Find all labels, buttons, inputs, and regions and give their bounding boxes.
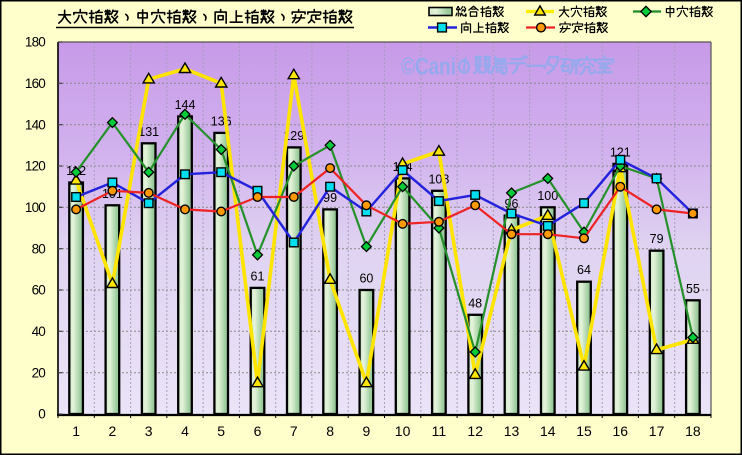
svg-text:10: 10 — [395, 423, 411, 439]
svg-text:11: 11 — [432, 423, 447, 439]
svg-text:6: 6 — [254, 423, 262, 439]
svg-text:8: 8 — [326, 423, 334, 439]
svg-text:16: 16 — [613, 423, 629, 439]
svg-text:160: 160 — [25, 76, 45, 91]
svg-text:18: 18 — [685, 423, 701, 439]
svg-text:60: 60 — [359, 272, 373, 286]
svg-text:136: 136 — [211, 114, 232, 128]
svg-text:12: 12 — [467, 423, 483, 439]
svg-text:108: 108 — [428, 172, 449, 186]
svg-text:80: 80 — [32, 241, 46, 256]
svg-text:55: 55 — [686, 282, 700, 296]
svg-text:4: 4 — [181, 423, 189, 439]
svg-text:144: 144 — [175, 98, 196, 112]
svg-text:20: 20 — [32, 365, 46, 380]
svg-text:©Cani: ©Cani — [401, 54, 456, 81]
svg-text:17: 17 — [649, 423, 665, 439]
svg-text:48: 48 — [468, 296, 482, 310]
svg-text:99: 99 — [323, 191, 337, 205]
svg-text:121: 121 — [610, 145, 631, 159]
svg-text:40: 40 — [32, 324, 46, 339]
svg-text:79: 79 — [650, 232, 664, 246]
svg-text:1: 1 — [72, 423, 80, 439]
svg-text:180: 180 — [25, 35, 45, 50]
svg-text:0: 0 — [38, 407, 45, 422]
svg-text:100: 100 — [25, 200, 45, 215]
svg-text:61: 61 — [251, 269, 265, 283]
svg-text:13: 13 — [504, 423, 520, 439]
svg-text:9: 9 — [363, 423, 371, 439]
svg-text:120: 120 — [25, 159, 45, 174]
svg-text:131: 131 — [138, 125, 159, 139]
svg-text:64: 64 — [577, 263, 591, 277]
svg-text:100: 100 — [537, 189, 558, 203]
svg-text:14: 14 — [540, 423, 556, 439]
svg-text:140: 140 — [25, 117, 45, 132]
svg-text:7: 7 — [290, 423, 298, 439]
svg-text:15: 15 — [576, 423, 592, 439]
svg-text:5: 5 — [217, 423, 225, 439]
svg-text:3: 3 — [145, 423, 153, 439]
svg-text:60: 60 — [32, 283, 46, 298]
svg-text:2: 2 — [109, 423, 117, 439]
